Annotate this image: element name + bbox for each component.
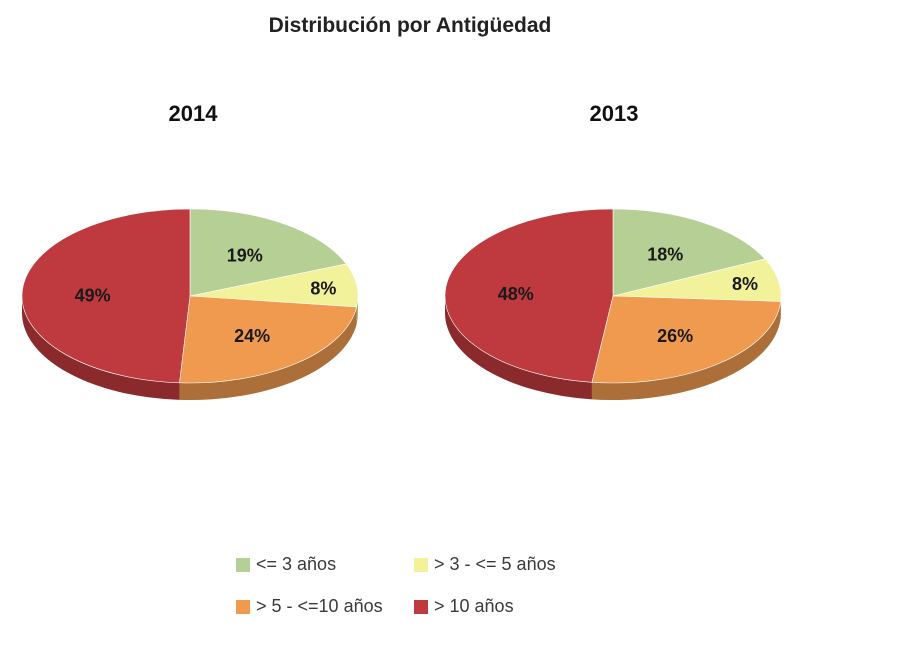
legend-item-3-5: > 3 - <= 5 años [414, 554, 556, 575]
legend-label-le-3: <= 3 años [256, 554, 337, 574]
pie-slice-2013-gt-10 [444, 208, 614, 383]
pie-label-2014-5-10: 24% [234, 326, 270, 346]
pie-side-2014-5-10 [179, 306, 357, 400]
pie-title-2013: 2013 [589, 101, 639, 126]
legend-item-gt-10: > 10 años [414, 596, 514, 617]
legend-swatch-gt-10 [414, 599, 428, 614]
pie-label-2014-le-3: 19% [227, 245, 263, 265]
legend-swatch-5-10 [236, 599, 250, 614]
pie-2013: 18% 8% 26% 48% [444, 208, 782, 400]
legend-swatch-le-3 [236, 557, 250, 572]
pie-title-2014: 2014 [168, 101, 218, 126]
pie-label-2013-3-5: 8% [732, 274, 758, 294]
pie-side-2014-gt-10 [22, 296, 180, 400]
pie-slice-2013-le-3 [612, 208, 766, 297]
pie-label-2013-le-3: 18% [647, 244, 683, 264]
pie-label-2014-3-5: 8% [310, 278, 336, 298]
legend: <= 3 años > 3 - <= 5 años > 5 - <=10 año… [236, 554, 656, 634]
pie-slice-2014-5-10 [179, 295, 358, 384]
legend-swatch-3-5 [414, 557, 428, 572]
pie-slice-2014-le-3 [189, 208, 347, 297]
legend-label-3-5: > 3 - <= 5 años [434, 554, 556, 574]
pie-side-2013-gt-10 [445, 296, 592, 400]
figure-title: Distribución por Antigüedad [268, 14, 552, 37]
pie-label-2014-gt-10: 49% [75, 285, 111, 305]
legend-item-le-3: <= 3 años [236, 554, 336, 575]
pie-slice-2014-gt-10 [21, 208, 191, 384]
pie-label-2013-gt-10: 48% [498, 284, 534, 304]
legend-item-5-10: > 5 - <=10 años [236, 596, 383, 617]
pie-side-2013-5-10 [591, 301, 781, 400]
pie-label-2013-5-10: 26% [657, 326, 693, 346]
legend-label-5-10: > 5 - <=10 años [256, 596, 383, 616]
pie-2014: 19% 8% 24% 49% [21, 208, 359, 400]
legend-label-gt-10: > 10 años [434, 596, 514, 616]
pie-slice-2013-5-10 [591, 295, 782, 384]
